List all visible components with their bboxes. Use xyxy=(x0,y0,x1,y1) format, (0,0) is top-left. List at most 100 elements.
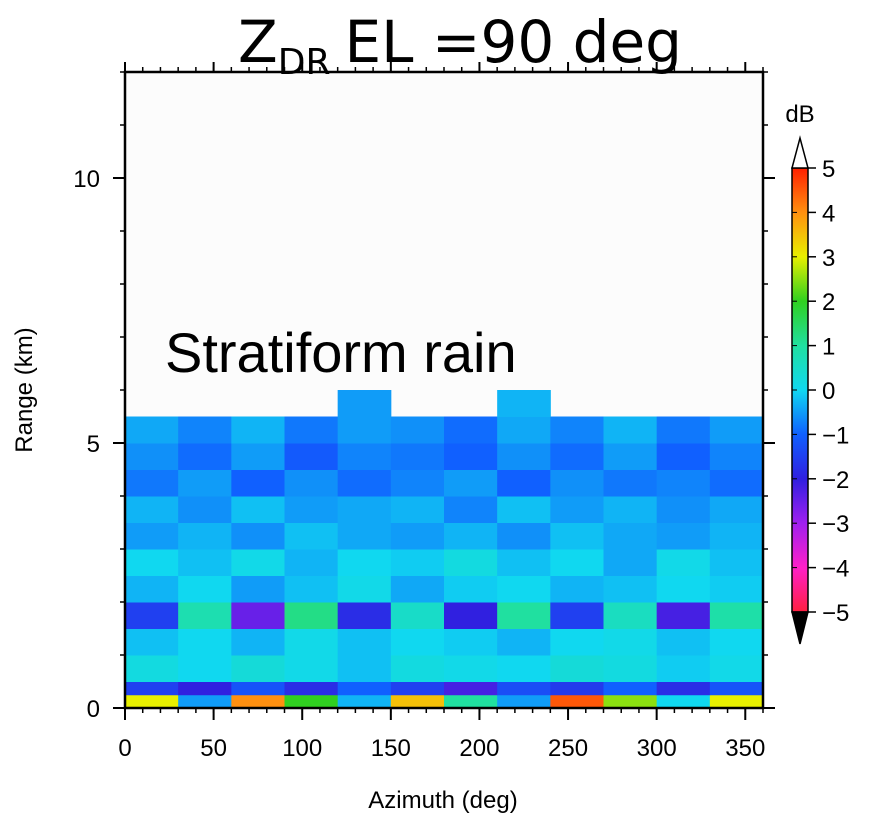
title-main: Z xyxy=(238,8,278,76)
heat-cell xyxy=(390,496,445,523)
heat-cell xyxy=(231,602,285,629)
heat-cell xyxy=(444,443,498,470)
title-subscript: DR xyxy=(278,42,331,83)
heat-cell xyxy=(178,694,232,709)
heat-cell xyxy=(231,628,285,656)
x-tick-label: 50 xyxy=(200,735,227,762)
heat-cell xyxy=(550,443,604,470)
heat-cell xyxy=(178,469,232,497)
heat-cell xyxy=(497,469,551,497)
heat-cell xyxy=(337,655,392,682)
heat-cell xyxy=(603,469,658,497)
colorbar-tick-label: 4 xyxy=(822,200,835,227)
x-tick-label: 150 xyxy=(371,735,411,762)
heat-cell xyxy=(497,390,551,417)
heat-cell xyxy=(231,496,285,523)
heat-cell xyxy=(603,575,658,603)
colorbar-tick-label: 5 xyxy=(822,156,835,183)
heat-cell xyxy=(656,575,711,603)
heat-cell xyxy=(125,549,179,576)
heat-cell xyxy=(709,602,764,629)
colorbar-tick-label: −5 xyxy=(822,600,849,627)
y-axis-label: Range (km) xyxy=(11,327,38,452)
heat-cell xyxy=(550,522,604,550)
x-tick-label: 350 xyxy=(725,735,765,762)
heat-cell xyxy=(444,496,498,523)
heat-cell xyxy=(656,602,711,629)
heat-cell xyxy=(125,602,179,629)
heat-cell xyxy=(497,655,551,682)
heat-cell xyxy=(550,549,604,576)
heat-cell xyxy=(231,694,285,709)
heat-cell xyxy=(125,681,179,696)
heat-cell xyxy=(656,496,711,523)
y-tick-label: 10 xyxy=(73,166,100,193)
heat-cell xyxy=(603,522,658,550)
heat-cell xyxy=(337,522,392,550)
heat-cell xyxy=(337,628,392,656)
heat-cell xyxy=(709,681,764,696)
heat-cell xyxy=(603,602,658,629)
heat-cell xyxy=(231,655,285,682)
heat-cell xyxy=(337,694,392,709)
heat-cell xyxy=(390,628,445,656)
heat-cell xyxy=(444,628,498,656)
heat-cell xyxy=(497,549,551,576)
heat-cell xyxy=(231,575,285,603)
colorbar-tick-label: 1 xyxy=(822,334,835,361)
heat-cell xyxy=(390,694,445,709)
heat-cell xyxy=(231,522,285,550)
y-tick-label: 5 xyxy=(87,431,100,458)
x-tick-label: 200 xyxy=(459,735,499,762)
heat-cell xyxy=(390,469,445,497)
heat-cell xyxy=(337,549,392,576)
x-tick-label: 100 xyxy=(282,735,322,762)
heat-cell xyxy=(497,416,551,444)
heat-cell xyxy=(603,655,658,682)
heat-cell xyxy=(603,496,658,523)
heat-cell xyxy=(178,681,232,696)
heat-cell xyxy=(284,416,339,444)
annotation: Stratiform rain xyxy=(165,321,517,384)
heat-cell xyxy=(656,694,711,709)
heat-cell xyxy=(390,443,445,470)
heat-cell xyxy=(656,469,711,497)
colorbar-over-arrow xyxy=(791,135,809,169)
heat-cell xyxy=(656,549,711,576)
heat-cell xyxy=(497,443,551,470)
colorbar-tick-label: −4 xyxy=(822,556,849,583)
heat-cell xyxy=(390,549,445,576)
title-rest: EL =90 deg xyxy=(344,8,682,76)
heat-cell xyxy=(178,522,232,550)
heat-cell xyxy=(497,602,551,629)
heat-cell xyxy=(390,522,445,550)
heat-cell xyxy=(284,496,339,523)
x-axis-label: Azimuth (deg) xyxy=(368,787,517,814)
heat-cell xyxy=(125,496,179,523)
heat-cell xyxy=(709,443,764,470)
heat-cell xyxy=(125,628,179,656)
heat-cell xyxy=(284,628,339,656)
heat-cell xyxy=(444,681,498,696)
heat-cell xyxy=(444,469,498,497)
heat-cell xyxy=(125,469,179,497)
heat-cell xyxy=(337,681,392,696)
heat-cell xyxy=(550,469,604,497)
heat-cell xyxy=(709,655,764,682)
heat-cell xyxy=(656,416,711,444)
heat-cell xyxy=(497,681,551,696)
heat-cell xyxy=(337,575,392,603)
x-tick-label: 250 xyxy=(548,735,588,762)
heat-cell xyxy=(656,681,711,696)
colorbar-label: dB xyxy=(785,101,814,128)
heat-cell xyxy=(284,522,339,550)
colorbar-tick-label: −1 xyxy=(822,422,849,449)
heat-cell xyxy=(550,655,604,682)
heat-cell xyxy=(337,443,392,470)
heat-cell xyxy=(444,602,498,629)
heat-cell xyxy=(444,416,498,444)
heat-cell xyxy=(603,681,658,696)
y-tick-label: 0 xyxy=(87,696,100,723)
heat-cell xyxy=(550,681,604,696)
heat-cell xyxy=(231,443,285,470)
